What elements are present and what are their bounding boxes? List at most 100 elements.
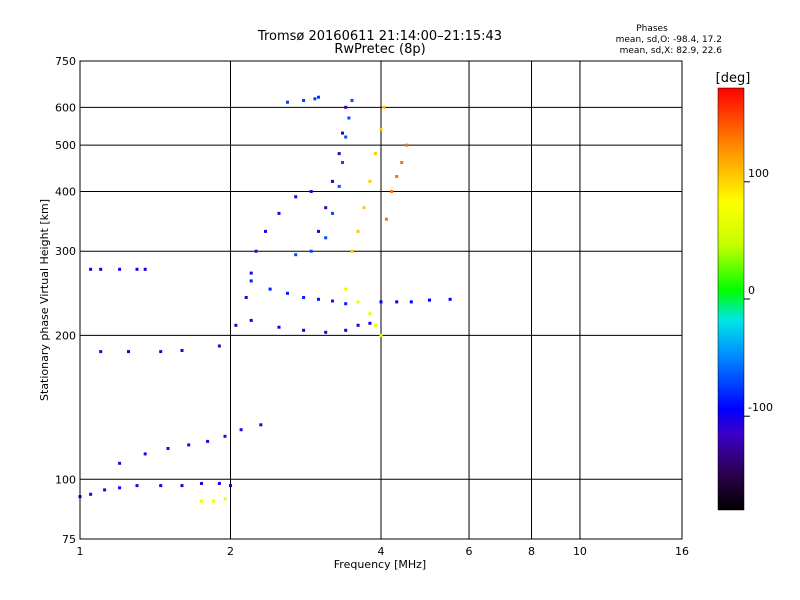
data-point-9-2 <box>362 206 366 210</box>
data-point-4-2 <box>244 296 248 299</box>
data-point-8-1 <box>324 206 328 210</box>
data-point-2-2 <box>118 267 122 271</box>
y-tick-label-0: 75 <box>62 533 76 546</box>
colorbar-tick-label-2: -100 <box>748 401 773 414</box>
data-point-9-4 <box>374 152 377 156</box>
y-tick-label-3: 300 <box>55 245 76 258</box>
data-point-12-0 <box>379 300 383 304</box>
data-point-8-5 <box>344 105 348 109</box>
data-point-7-0 <box>294 253 298 257</box>
x-tick-label-1: 2 <box>227 545 234 558</box>
data-point-13-0 <box>286 100 289 104</box>
data-point-12-3 <box>428 298 431 302</box>
data-point-12-1 <box>395 300 399 304</box>
data-point-6-0 <box>249 318 253 322</box>
colorbar-tick-label-0: 100 <box>748 167 769 180</box>
data-point-0-3 <box>118 486 122 490</box>
data-point-7-6 <box>344 135 348 139</box>
data-point-2-1 <box>99 267 103 271</box>
data-point-13-1 <box>302 99 306 102</box>
data-point-0-4 <box>135 484 139 488</box>
data-point-4-7 <box>294 195 298 199</box>
x-tick-label-6: 16 <box>675 545 689 558</box>
y-tick-label-6: 600 <box>55 101 76 114</box>
data-point-4-6 <box>277 211 281 215</box>
x-axis-label: Frequency [MHz] <box>334 558 426 571</box>
x-tick-label-5: 10 <box>573 545 587 558</box>
data-point-5-0 <box>249 279 253 283</box>
data-point-4-4 <box>254 249 258 253</box>
stats-heading: Phases <box>636 24 668 34</box>
data-point-7-7 <box>347 116 351 120</box>
y-tick-label-5: 500 <box>55 139 76 152</box>
data-point-12-4 <box>448 297 452 301</box>
stats-line-x: mean, sd,X: 82.9, 22.6 <box>620 46 723 56</box>
data-point-6-5 <box>356 323 360 327</box>
data-point-5-2 <box>286 291 289 295</box>
x-tick-label-3: 6 <box>466 545 473 558</box>
data-point-0-1 <box>89 492 93 496</box>
plot-frame <box>79 60 683 540</box>
data-point-7-5 <box>341 161 344 164</box>
data-point-1-6 <box>239 428 243 432</box>
data-point-0-6 <box>180 484 184 488</box>
data-point-6-6 <box>368 321 372 325</box>
data-point-11-4 <box>379 333 383 337</box>
data-point-6-3 <box>324 330 328 334</box>
data-point-13-2 <box>313 97 317 101</box>
colorbar-label: [deg] <box>716 71 751 86</box>
data-point-9-5 <box>379 127 383 131</box>
data-point-10-1 <box>390 190 394 193</box>
data-point-9-6 <box>382 105 386 109</box>
y-tick-label-4: 400 <box>55 185 76 198</box>
data-point-3-0 <box>99 350 103 354</box>
data-point-2-0 <box>89 267 93 271</box>
data-point-1-0 <box>118 461 122 465</box>
data-point-4-1 <box>234 323 238 327</box>
data-point-5-1 <box>268 287 272 291</box>
data-point-11-1 <box>356 300 360 304</box>
data-point-13-3 <box>317 95 320 99</box>
y-axis-label: Stationary phase Virtual Height [km] <box>38 199 51 401</box>
chart-title: Tromsø 20160611 21:14:00–21:15:43 <box>257 29 502 44</box>
data-point-1-3 <box>187 443 191 447</box>
data-point-4-8 <box>309 190 313 193</box>
data-point-7-8 <box>350 99 354 102</box>
data-point-10-0 <box>384 217 388 221</box>
x-tick-label-4: 8 <box>528 545 535 558</box>
data-point-8-3 <box>337 152 341 156</box>
data-point-3-1 <box>127 350 130 354</box>
data-point-7-4 <box>337 184 341 188</box>
data-point-7-3 <box>331 211 334 215</box>
data-point-7-1 <box>309 249 313 253</box>
data-point-9-1 <box>356 229 360 233</box>
data-point-6-1 <box>277 325 281 329</box>
data-point-2-3 <box>135 267 139 271</box>
grid-lines <box>80 61 682 539</box>
data-point-1-4 <box>206 439 210 443</box>
colorbar-ticks: 100 0 -100 <box>744 167 773 417</box>
data-point-0-7 <box>200 482 203 485</box>
data-point-9-3 <box>368 179 372 183</box>
data-point-11-3 <box>374 323 377 327</box>
chart-subtitle: RwPretec (8p) <box>334 42 425 57</box>
data-point-1-2 <box>166 447 170 450</box>
data-point-8-2 <box>331 179 334 183</box>
colorbar <box>717 87 745 511</box>
data-point-11-0 <box>344 287 348 291</box>
y-axis-ticks: 75 100 200 300 400 500 600 750 <box>55 55 76 546</box>
data-point-3-2 <box>159 350 163 354</box>
data-point-0-9 <box>229 484 232 488</box>
data-point-3-3 <box>180 349 184 352</box>
data-point-10-3 <box>400 161 404 164</box>
data-point-6-2 <box>302 328 306 332</box>
y-tick-label-2: 200 <box>55 329 76 342</box>
data-point-11-2 <box>368 312 372 316</box>
data-point-8-0 <box>317 229 320 233</box>
data-point-5-5 <box>331 299 334 303</box>
data-point-6-4 <box>344 328 348 332</box>
data-point-0-5 <box>159 484 163 488</box>
data-point-1-1 <box>143 452 147 456</box>
data-point-8-4 <box>341 131 344 135</box>
